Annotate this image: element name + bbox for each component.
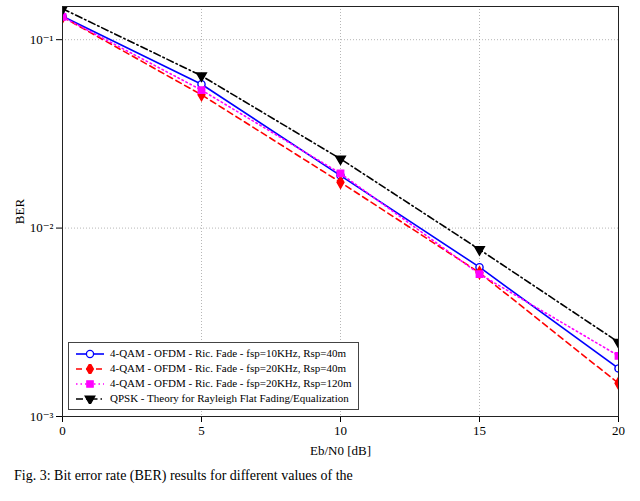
- svg-text:15: 15: [473, 423, 486, 438]
- svg-text:5: 5: [198, 423, 205, 438]
- svg-text:10⁻²: 10⁻²: [30, 220, 54, 235]
- svg-text:Eb/N0 [dB]: Eb/N0 [dB]: [310, 443, 371, 458]
- svg-text:0: 0: [59, 423, 66, 438]
- html-text:Fig. 3: Bit error rate (BER) r: Fig. 3: Bit error rate (BER) results for…: [14, 468, 353, 483]
- html-text:QPSK - Theory for Rayleigh Fla: QPSK - Theory for Rayleigh Flat Fading/E…: [110, 392, 349, 404]
- html-text:4-QAM - OFDM - Ric. Fade - fsp: 4-QAM - OFDM - Ric. Fade - fsp=10KHz, Rs…: [110, 347, 347, 359]
- svg-text:10⁻³: 10⁻³: [30, 409, 54, 424]
- svg-text:BER: BER: [12, 199, 27, 225]
- svg-text:10⁻¹: 10⁻¹: [30, 32, 54, 47]
- svg-text:10: 10: [334, 423, 347, 438]
- html-text:4-QAM - OFDM - Ric. Fade - fsp: 4-QAM - OFDM - Ric. Fade - fsp=20KHz, Rs…: [110, 377, 352, 389]
- svg-text:20: 20: [612, 423, 625, 438]
- html-text:4-QAM - OFDM - Ric. Fade - fsp: 4-QAM - OFDM - Ric. Fade - fsp=20KHz, Rs…: [110, 362, 347, 374]
